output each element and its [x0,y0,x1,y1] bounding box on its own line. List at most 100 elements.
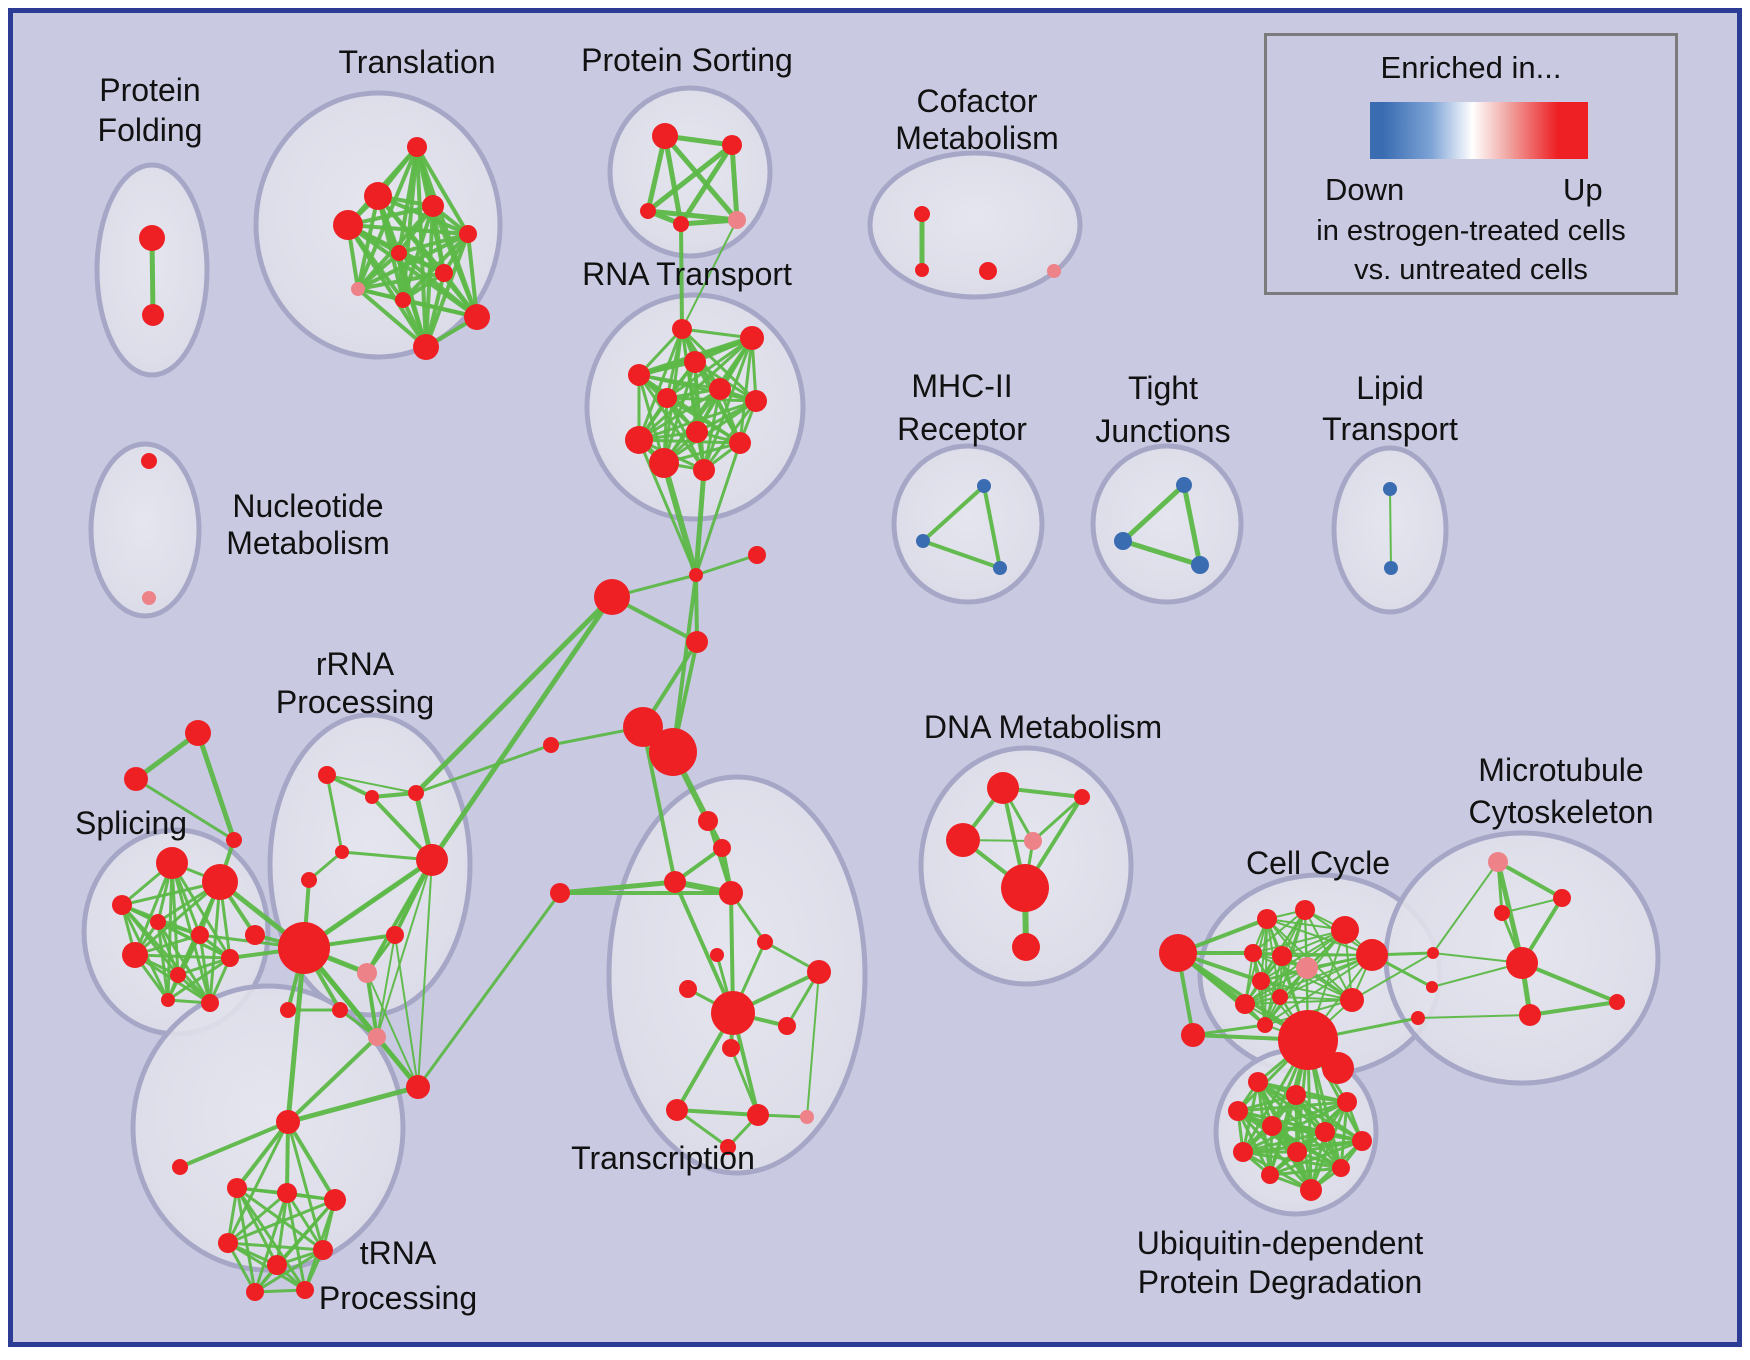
node-c8 [1252,972,1270,990]
node-d6 [1012,933,1040,961]
cluster-label-ubiquitin-degradation-line2: Protein Degradation [1138,1264,1423,1300]
legend-up-label: Up [1563,172,1603,207]
node-tj1 [1176,477,1192,493]
node-j4 [686,631,708,653]
edge-c8-c15 [1260,980,1353,1001]
edge-t5-t6 [398,232,469,255]
node-cm4 [1047,264,1061,278]
node-u12 [1300,1179,1322,1201]
edge-lt1-lt2 [1389,488,1392,569]
edge-tr2-tr5 [275,1192,289,1266]
edge-d2-d4 [1031,795,1084,843]
node-s10 [161,993,175,1007]
node-t10 [464,304,490,330]
edge-t3-t11 [346,223,428,349]
node-m1 [1488,852,1508,872]
edge-j1-j2 [695,553,758,577]
node-m2 [1553,889,1571,907]
node-tc8 [679,980,697,998]
node-lt2 [1384,561,1398,575]
edge-m1-m2 [1497,860,1563,900]
node-rt3 [684,351,706,373]
node-tc13 [747,1104,769,1126]
edge-t6-t10 [397,251,479,319]
edge-rt9-rt10 [638,438,741,445]
cluster-label-nucleotide-metabolism-line1: Nucleotide [232,488,383,524]
node-j3 [594,579,630,615]
edge-c10-c13 [1244,929,1346,1005]
edge-r9-r12 [376,934,396,1038]
edge-t2-t8 [356,195,380,290]
node-s1 [156,847,188,879]
legend: Enriched in... Down Up in estrogen-treat… [1264,33,1678,295]
node-rt4 [628,364,650,386]
edge-r1-r4 [325,774,344,853]
edge-h-tr4 [226,1121,290,1244]
node-cm3 [979,262,997,280]
edge-t4-t10 [431,205,479,318]
node-tc7 [807,960,831,984]
edge-r10-k2 [416,892,562,1088]
node-tc4 [719,881,743,905]
edge-m4-m6 [1521,961,1618,1004]
cluster-label-transcription-line1: Transcription [571,1140,755,1176]
edge-tc1-tc4 [706,820,733,894]
node-tr1 [227,1178,247,1198]
cluster-label-splicing-line1: Splicing [75,805,187,841]
edge-m5-m6 [1529,1000,1618,1017]
edge-tr2-tr6 [285,1192,325,1251]
cluster-label-rna-transport-line1: RNA Transport [582,256,792,292]
node-m8 [1426,981,1438,993]
edge-s3-s9 [120,903,212,1005]
edge-ps1-ps5 [663,134,739,222]
node-s4 [150,914,166,930]
cluster-label-mhc-ii-receptor-line2: Receptor [897,411,1027,447]
edge-s4-s10 [156,921,170,1001]
node-r11 [332,1002,348,1018]
node-rt7 [745,390,767,412]
node-mh1 [977,479,991,493]
edge-ps4-ps5 [680,217,738,227]
node-r5 [301,872,317,888]
network-nodes [112,123,1625,1301]
edge-tr3-tr4 [227,1198,336,1245]
edge-rt10-j1 [694,442,742,576]
cluster-label-microtubule-cytoskeleton-line1: Microtubule [1478,752,1643,788]
legend-subtitle-line1: in estrogen-treated cells [1316,215,1626,247]
node-tc6 [710,948,724,962]
node-r8 [357,963,377,983]
edge-r6-r10 [417,859,433,1088]
node-j1 [689,568,703,582]
node-c15 [1340,988,1364,1012]
node-t1 [407,137,427,157]
edge-ps2-ps5 [729,144,740,221]
edge-c5-c13 [1252,929,1346,954]
node-tc15 [720,1139,736,1155]
edge-s8-s10 [167,956,231,1002]
node-rt8 [686,421,708,443]
cluster-label-cofactor-metabolism-line2: Metabolism [895,120,1059,156]
node-r12 [386,926,404,944]
cluster-label-cofactor-metabolism-line1: Cofactor [917,83,1038,119]
node-t7 [435,264,453,282]
edge-tr1-tr7 [235,1187,257,1293]
node-u11 [1332,1159,1350,1177]
node-pf1 [139,225,165,251]
edge-u3-u8 [1242,1100,1348,1154]
node-tc5 [757,934,773,950]
node-m9 [1411,1011,1425,1025]
edge-sp1-sp3 [195,732,237,841]
node-u5 [1262,1116,1282,1136]
node-r6 [416,844,448,876]
edge-c10-c14 [1244,954,1373,1005]
node-cm1 [914,206,930,222]
node-u10 [1261,1166,1279,1184]
edge-k1-r3 [415,743,552,795]
node-k1 [543,737,559,753]
node-lt1 [1383,482,1397,496]
edge-rt7-rt11 [663,399,757,465]
node-c13 [1331,916,1359,944]
node-hb1 [623,707,663,747]
node-c12 [1278,1010,1338,1070]
